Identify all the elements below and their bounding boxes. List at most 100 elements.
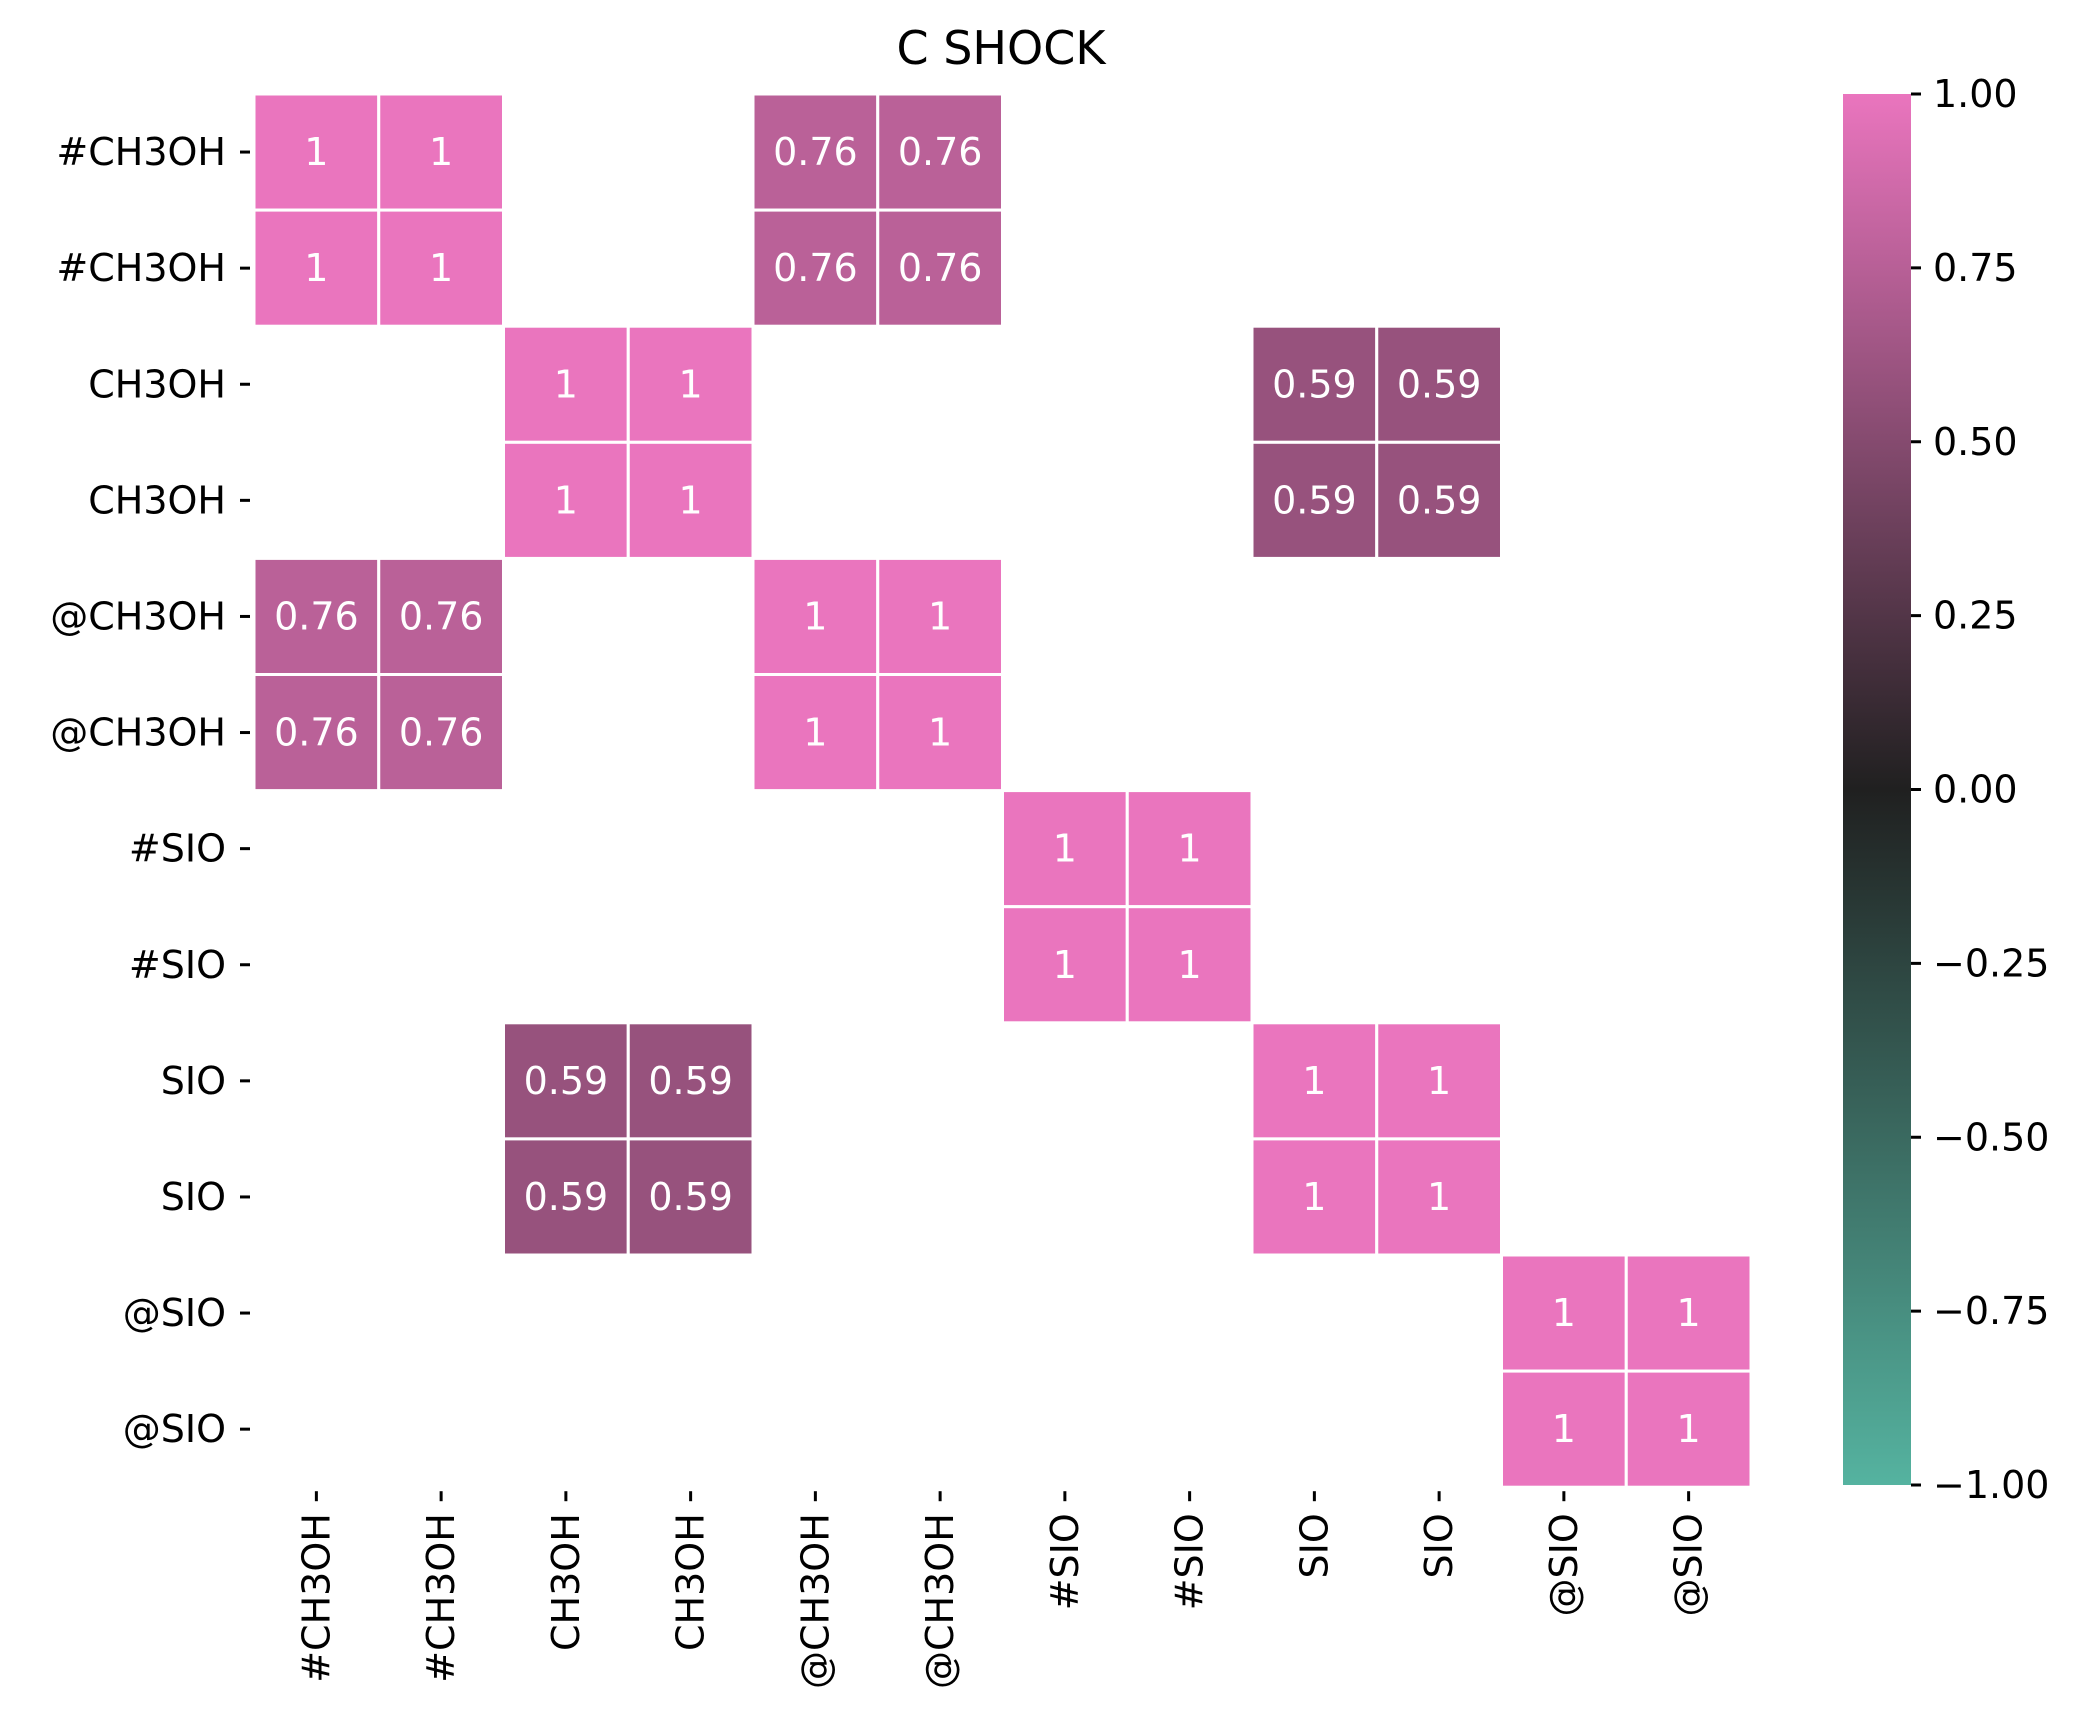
heatmap-cell <box>876 673 1004 793</box>
cell-value-label: 0.59 <box>524 1175 609 1219</box>
x-tick-label: CH3OH <box>669 1513 713 1651</box>
cell-value-label: 1 <box>679 478 703 522</box>
heatmap-cell <box>1624 1369 1753 1489</box>
colorbar-tick-label: 0.50 <box>1933 420 2018 464</box>
heatmap-cell <box>1375 440 1503 560</box>
cell-value-label: 1 <box>429 246 453 290</box>
heatmap-cell <box>876 208 1004 328</box>
heatmap-cell <box>252 208 381 328</box>
cell-value-label: 0.76 <box>898 130 983 174</box>
colorbar-tick-label: 1.00 <box>1933 72 2018 116</box>
heatmap-cell <box>1125 905 1254 1025</box>
y-tick-label: #SIO <box>129 943 226 987</box>
colorbar: 1.00 0.75 0.50 0.25 0.00 −0.25 −0.50 −0.75 −1.00 <box>1843 72 2049 1507</box>
cell-value-label: 1 <box>1552 1291 1576 1335</box>
heatmap-cell <box>1250 1137 1379 1257</box>
cell-value-label: 1 <box>1677 1407 1701 1451</box>
cell-value-label: 1 <box>1302 1059 1326 1103</box>
colorbar-tick-label: −0.50 <box>1933 1115 2049 1159</box>
y-tick-label: @SIO <box>123 1407 226 1451</box>
cell-value-label: 0.76 <box>274 594 359 638</box>
y-tick-label: CH3OH <box>88 362 226 406</box>
heatmap-cell <box>751 673 880 793</box>
y-tick-label: #SIO <box>129 827 226 871</box>
heatmap-cell <box>751 556 880 677</box>
cell-value-label: 1 <box>1427 1059 1451 1103</box>
cell-value-label: 0.59 <box>1272 362 1357 406</box>
heatmap-cell <box>377 92 505 212</box>
x-tick-label: #CH3OH <box>419 1513 463 1683</box>
cell-value-label: 1 <box>554 478 578 522</box>
heatmap-cell <box>252 673 381 793</box>
x-tick-label: #CH3OH <box>294 1513 338 1683</box>
cell-value-label: 1 <box>679 362 703 406</box>
heatmap-cell <box>751 208 880 328</box>
heatmap-cell <box>1001 905 1129 1025</box>
colorbar-tick-label: −0.25 <box>1933 941 2049 985</box>
y-tick-label: SIO <box>161 1059 226 1103</box>
y-tick-label: @SIO <box>123 1291 226 1335</box>
cell-value-label: 0.59 <box>524 1059 609 1103</box>
heatmap-cell <box>377 208 505 328</box>
cell-value-label: 1 <box>304 130 328 174</box>
y-tick-label: SIO <box>161 1175 226 1219</box>
cell-value-label: 1 <box>928 711 952 755</box>
heatmap-cell <box>252 556 381 677</box>
colorbar-tick-label: −1.00 <box>1933 1463 2049 1507</box>
x-tick-label: #SIO <box>1168 1513 1212 1610</box>
cell-value-label: 1 <box>554 362 578 406</box>
x-tick-label: CH3OH <box>544 1513 588 1651</box>
cell-value-label: 1 <box>1178 827 1202 871</box>
heatmap-cell <box>502 440 630 560</box>
x-tick-label: @SIO <box>1542 1513 1586 1616</box>
cell-value-label: 0.76 <box>399 594 484 638</box>
cell-value-label: 1 <box>1427 1175 1451 1219</box>
x-tick-label: SIO <box>1417 1513 1461 1578</box>
heatmap-cell <box>502 1021 630 1141</box>
cell-value-label: 1 <box>1053 943 1077 987</box>
cell-value-label: 1 <box>1552 1407 1576 1451</box>
heatmap-cell <box>626 440 755 560</box>
heatmap-cell <box>252 92 381 212</box>
y-tick-label: CH3OH <box>88 478 226 522</box>
y-tick-label: @CH3OH <box>50 594 226 638</box>
cell-value-label: 0.76 <box>399 711 484 755</box>
heatmap-cell <box>1375 324 1503 444</box>
cell-value-label: 0.76 <box>773 130 858 174</box>
heatmap-cell <box>1250 1021 1379 1141</box>
heatmap-cell <box>1500 1253 1628 1373</box>
heatmap-cell <box>377 556 505 677</box>
colorbar-ticks: 1.00 0.75 0.50 0.25 0.00 −0.25 −0.50 −0.75 −1.00 <box>1911 72 2049 1507</box>
heatmap-cell <box>377 673 505 793</box>
x-tick-label: #SIO <box>1043 1513 1087 1610</box>
cell-value-label: 0.59 <box>1397 478 1482 522</box>
cell-value-label: 1 <box>1302 1175 1326 1219</box>
y-tick-label: #CH3OH <box>56 130 226 174</box>
y-axis-ticks: #CH3OH #CH3OH CH3OH CH3OH @CH3OH @CH3OH #SIO #S… <box>50 130 250 1451</box>
heatmap-cell <box>626 1137 755 1257</box>
heatmap-cell <box>626 324 755 444</box>
cell-value-label: 1 <box>1053 827 1077 871</box>
cell-value-label: 1 <box>803 711 827 755</box>
colorbar-tick-label: 0.25 <box>1933 594 2018 638</box>
chart-title: C SHOCK <box>896 21 1107 75</box>
cell-value-label: 1 <box>304 246 328 290</box>
cell-value-label: 0.59 <box>648 1059 733 1103</box>
cell-value-label: 1 <box>1178 943 1202 987</box>
cell-value-label: 0.59 <box>648 1175 733 1219</box>
colorbar-tick-label: −0.75 <box>1933 1289 2049 1333</box>
colorbar-tick-label: 0.75 <box>1933 246 2018 290</box>
x-axis-ticks: #CH3OH #CH3OH CH3OH CH3OH @CH3OH @CH3OH #SIO #S… <box>294 1491 1711 1689</box>
cell-value-label: 1 <box>429 130 453 174</box>
cell-value-label: 1 <box>1677 1291 1701 1335</box>
cell-value-label: 0.76 <box>274 711 359 755</box>
heatmap-cell <box>1375 1137 1503 1257</box>
y-tick-label: #CH3OH <box>56 246 226 290</box>
cell-value-label: 0.59 <box>1272 478 1357 522</box>
cell-value-label: 1 <box>928 594 952 638</box>
y-tick-label: @CH3OH <box>50 711 226 755</box>
colorbar-gradient <box>1843 94 1911 1485</box>
colorbar-tick-label: 0.00 <box>1933 768 2018 812</box>
heatmap-cells: 1 1 0.76 0.76 1 1 0.76 0.76 1 1 0.59 0.59 1 1 0.59 0.59… <box>252 92 1753 1489</box>
